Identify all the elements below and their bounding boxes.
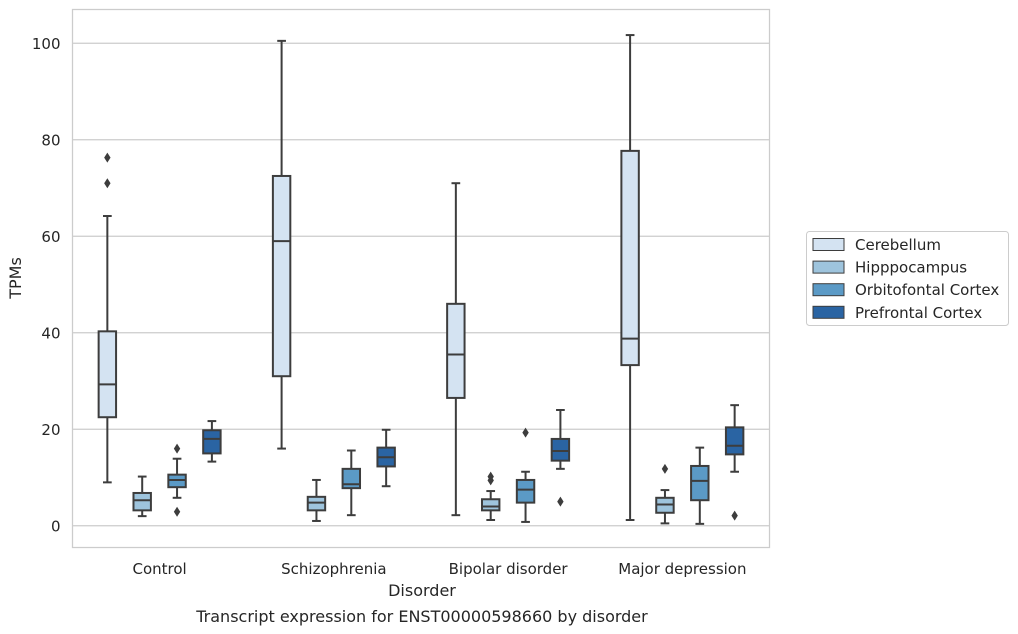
box-prefrontal-cortex <box>202 420 222 463</box>
box-cerebellum <box>271 39 292 450</box>
grid-lines <box>72 42 770 527</box>
box-layer <box>97 34 745 525</box>
box-prefrontal-cortex <box>724 404 745 521</box>
x-tick-label: Major depression <box>618 560 746 578</box>
box-cerebellum <box>620 34 640 521</box>
x-tick-label: Bipolar disorder <box>449 560 569 578</box>
y-tick-label: 80 <box>41 131 60 149</box>
outlier-point <box>661 463 669 474</box>
outlier-point <box>557 496 564 507</box>
y-tick-label: 20 <box>41 421 60 439</box>
y-tick-label: 60 <box>41 228 60 246</box>
iqr-box <box>620 149 640 367</box>
box-prefrontal-cortex <box>376 428 396 488</box>
legend-swatch <box>812 260 845 274</box>
iqr-box <box>515 478 536 504</box>
box-hipppocampus <box>306 478 327 522</box>
iqr-box <box>550 437 571 462</box>
iqr-box <box>690 464 710 502</box>
box-hipppocampus <box>480 471 501 521</box>
y-tick-labels: 0 20 40 60 80 100 <box>32 35 61 536</box>
y-tick-label: 40 <box>41 324 60 342</box>
box-orbitofontal-cortex <box>167 443 187 517</box>
box-orbitofontal-cortex <box>690 446 710 525</box>
legend-label: Orbitofontal Cortex <box>855 281 999 299</box>
y-tick-label: 0 <box>51 517 61 535</box>
iqr-box <box>446 302 466 399</box>
outlier-point <box>487 471 494 482</box>
y-tick-label: 100 <box>32 35 61 53</box>
legend-swatch <box>812 238 845 251</box>
box-orbitofontal-cortex <box>515 427 536 523</box>
legend-label: Hipppocampus <box>855 259 967 277</box>
legend-label: Prefrontal Cortex <box>855 304 982 322</box>
box-orbitofontal-cortex <box>341 449 362 517</box>
x-tick-labels: Control Schizophrenia Bipolar disorder Majo… <box>133 560 747 578</box>
iqr-box <box>202 429 222 455</box>
legend-label: Cerebellum <box>855 236 941 254</box>
box-prefrontal-cortex <box>550 408 571 507</box>
outlier-point <box>104 178 111 189</box>
outlier-point <box>731 510 738 521</box>
y-axis-title: TPMs <box>6 257 25 300</box>
chart-caption: Transcript expression for ENST0000059866… <box>195 607 648 626</box>
outlier-point <box>104 152 111 163</box>
iqr-box <box>271 174 292 378</box>
iqr-box <box>97 330 118 419</box>
legend-swatch <box>812 283 845 297</box>
iqr-box <box>724 426 745 456</box>
outlier-point <box>522 427 529 438</box>
outlier-point <box>173 443 181 454</box>
box-cerebellum <box>446 182 466 517</box>
legend-swatch <box>812 305 845 319</box>
x-axis-title: Disorder <box>388 581 456 600</box>
box-cerebellum <box>97 152 118 484</box>
x-tick-label: Control <box>133 560 187 578</box>
iqr-box <box>480 498 501 512</box>
plot-area-frame <box>71 8 771 549</box>
iqr-box <box>132 491 152 512</box>
outlier-point <box>173 506 181 517</box>
legend: Cerebellum Hipppocampus Orbitofontal Corte… <box>806 231 1009 326</box>
box-hipppocampus <box>132 475 152 518</box>
legend-frame <box>806 231 1009 326</box>
x-tick-label: Schizophrenia <box>281 560 386 578</box>
box-hipppocampus <box>655 463 675 525</box>
